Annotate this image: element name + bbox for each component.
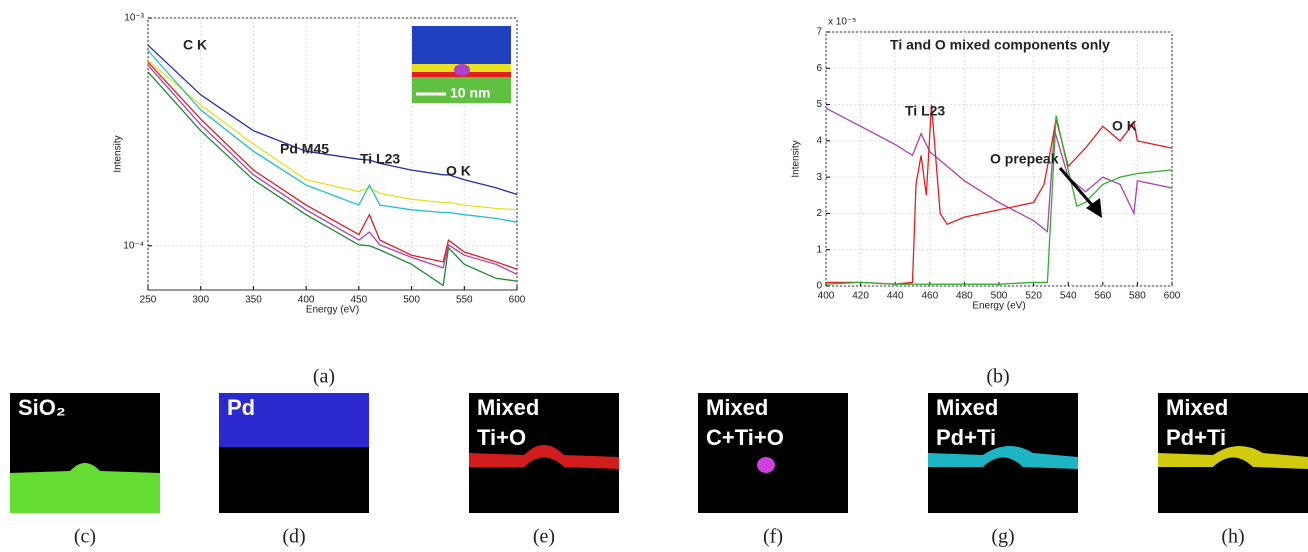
y-multiplier: x 10⁻⁵	[828, 17, 856, 28]
x-tick-label: 450	[351, 295, 368, 306]
caption: (d)	[282, 526, 305, 548]
x-tick-label: 300	[192, 295, 209, 306]
spectrum-line	[825, 115, 1173, 285]
y-tick-label: 10⁻⁴	[123, 240, 144, 251]
x-tick-label: 420	[852, 291, 869, 302]
x-tick-label: 460	[921, 291, 938, 302]
y-tick-label: 3	[816, 172, 822, 183]
y-tick-label: 5	[816, 99, 822, 110]
map-label: Mixed	[936, 395, 998, 420]
spectrum-line	[147, 60, 518, 211]
caption: (e)	[533, 526, 555, 548]
y-tick-label: 10⁻³	[124, 13, 144, 24]
map-label: Mixed	[1166, 395, 1228, 420]
annotation: O K	[1112, 118, 1137, 134]
scale-label: 10 nm	[450, 85, 490, 101]
x-tick-label: 580	[1129, 291, 1146, 302]
x-tick-label: 600	[1164, 291, 1181, 302]
map-label: SiO₂	[18, 395, 66, 420]
plot-area	[825, 31, 1173, 287]
caption: (a)	[313, 366, 335, 388]
map-label: Pd+Ti	[1166, 425, 1226, 450]
y-tick-label: 2	[816, 208, 822, 219]
x-tick-label: 440	[887, 291, 904, 302]
spectrum-line	[826, 104, 1173, 285]
caption: (f)	[763, 526, 783, 548]
map-region	[219, 393, 369, 447]
y-tick-label: 4	[816, 135, 822, 146]
annotation: O prepeak	[990, 151, 1059, 167]
map-label: Mixed	[477, 395, 539, 420]
x-tick-label: 500	[403, 295, 420, 306]
arrow-head	[1086, 198, 1102, 218]
y-axis-label: Intensity	[791, 140, 802, 177]
map-label: Pd	[227, 395, 255, 420]
x-tick-label: 500	[991, 291, 1008, 302]
caption: (g)	[991, 526, 1014, 548]
annotation: Ti L23	[905, 103, 945, 119]
x-tick-label: 400	[818, 291, 835, 302]
map-region	[757, 457, 775, 473]
annotation: Pd M45	[280, 141, 329, 157]
caption: (c)	[74, 526, 96, 548]
annotation: Ti L23	[360, 151, 400, 167]
map-region	[1158, 445, 1308, 469]
x-axis-label: Energy (eV)	[972, 301, 1025, 312]
inset-map: 10 nm	[412, 26, 511, 103]
caption: (h)	[1221, 526, 1244, 548]
x-axis-label: Energy (eV)	[306, 305, 359, 316]
spectrum-line	[147, 50, 518, 223]
annotation: C K	[183, 37, 207, 53]
map-bg	[698, 393, 848, 513]
inset-spot	[454, 64, 470, 76]
y-tick-label: 1	[816, 244, 822, 255]
y-tick-label: 0	[816, 281, 822, 292]
caption: (b)	[986, 366, 1009, 388]
x-tick-label: 250	[140, 295, 157, 306]
spectrum-line	[147, 44, 518, 196]
y-tick-label: 7	[816, 27, 822, 38]
map-label: Mixed	[706, 395, 768, 420]
x-tick-label: 400	[298, 295, 315, 306]
map-region	[469, 445, 619, 469]
y-tick-label: 6	[816, 63, 822, 74]
x-tick-label: 480	[956, 291, 973, 302]
spectrum-line	[825, 107, 1173, 233]
spectrum-line	[147, 61, 518, 270]
map-region	[10, 463, 160, 513]
annotation: O K	[446, 163, 471, 179]
x-tick-label: 600	[509, 295, 526, 306]
x-tick-label: 550	[456, 295, 473, 306]
inset-band	[412, 77, 511, 103]
annotation: Ti and O mixed components only	[890, 37, 1110, 53]
x-tick-label: 560	[1094, 291, 1111, 302]
spectrum-line	[147, 71, 518, 287]
x-tick-label: 540	[1060, 291, 1077, 302]
x-tick-label: 520	[1025, 291, 1042, 302]
map-label: C+Ti+O	[706, 425, 784, 450]
y-axis-label: Intensity	[113, 135, 124, 172]
spectrum-line	[147, 64, 518, 275]
map-label: Ti+O	[477, 425, 526, 450]
map-region	[928, 445, 1078, 469]
x-tick-label: 350	[245, 295, 262, 306]
map-label: Pd+Ti	[936, 425, 996, 450]
